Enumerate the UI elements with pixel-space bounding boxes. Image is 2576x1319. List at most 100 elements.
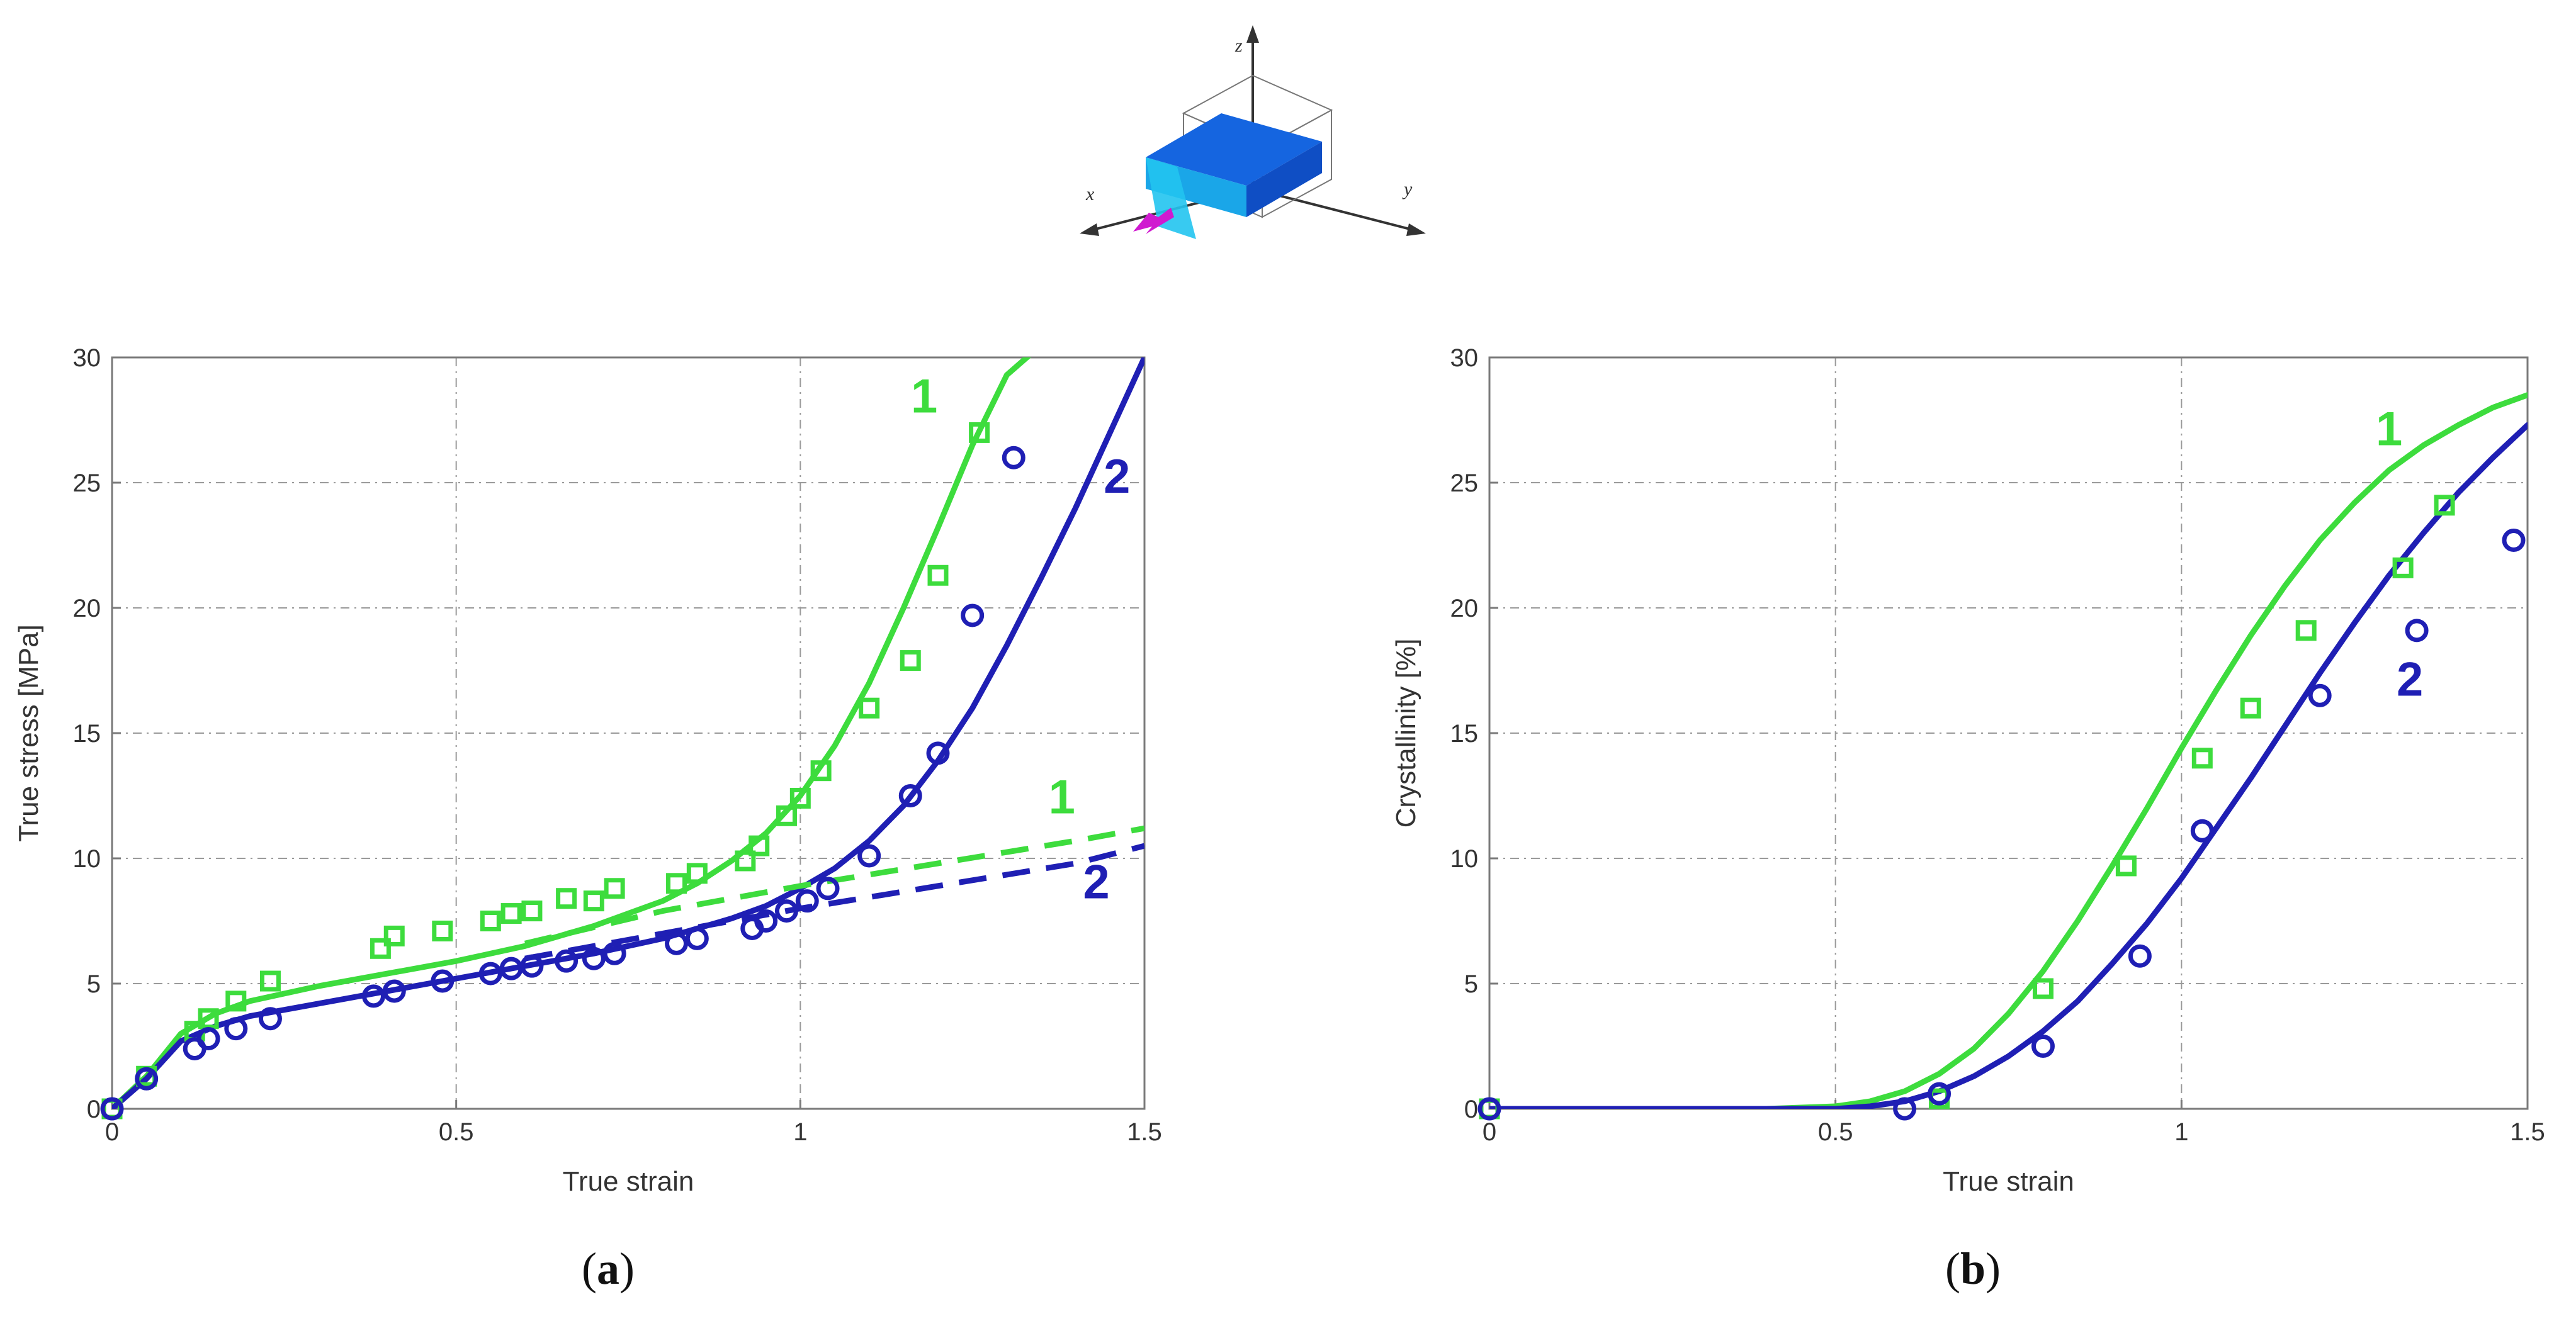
a-series-5-circle-marker-15 <box>665 931 689 955</box>
a-ytick-label-1: 5 <box>87 970 101 998</box>
a-series-5-circle-marker-0 <box>100 1097 124 1121</box>
caption-a: (a) <box>582 1243 635 1294</box>
b-ytick-label-2: 10 <box>1450 845 1479 873</box>
a-series-4-square-marker-14 <box>604 878 625 899</box>
b-series-2-square-marker-6 <box>2295 620 2317 641</box>
a-series-5-circle-marker-13 <box>582 946 606 970</box>
a-series-5-circle-marker-7 <box>382 979 406 1003</box>
b-series-2-square-marker-2 <box>2032 978 2053 999</box>
a-series-4-square-marker-18 <box>749 835 770 856</box>
b-series-3-circle-marker-1 <box>1893 1097 1917 1121</box>
a-series-5-circle-marker-18 <box>754 909 778 933</box>
b-series-3-circle-marker-6 <box>2308 683 2332 707</box>
a-series-4-square-marker-19 <box>776 805 797 826</box>
b-ytick-label-5: 25 <box>1450 469 1479 497</box>
a-series-5-circle-marker-23 <box>898 784 922 807</box>
inset-y-arrowhead <box>1406 223 1426 236</box>
magenta-loading-arrow-icon <box>1133 208 1174 234</box>
b-xtick-label-1: 0.5 <box>1818 1118 1853 1146</box>
b-series-3-circle-marker-4 <box>2128 944 2152 968</box>
a-series-4-square-marker-10 <box>500 903 522 924</box>
a-x-axis-label: True strain <box>563 1166 694 1197</box>
b-series-0-solid-line <box>1489 392 2528 1109</box>
a-ytick-label-2: 10 <box>73 845 101 873</box>
a-series-5-circle-marker-26 <box>1002 446 1025 469</box>
a-series-5-circle-marker-12 <box>555 949 579 973</box>
inset-z-label: z <box>1234 35 1243 56</box>
a-curve-label-0: 1 <box>911 370 937 424</box>
a-series-5-circle-marker-22 <box>857 844 881 868</box>
a-series-0-solid-line <box>112 357 1032 1109</box>
inset-block-side <box>1246 142 1322 217</box>
a-curve-label-3: 2 <box>1083 856 1109 909</box>
b-curve-label-1: 2 <box>2397 653 2423 706</box>
a-xtick-label-2: 1 <box>793 1118 807 1146</box>
inset-z-arrowhead <box>1246 25 1259 43</box>
a-ytick-label-5: 25 <box>73 469 101 497</box>
b-series-3-circle-marker-5 <box>2190 819 2214 843</box>
a-curve-label-1: 2 <box>1104 450 1130 503</box>
a-series-4-square-marker-16 <box>686 863 708 884</box>
a-series-5-circle-marker-25 <box>961 603 985 627</box>
b-series-2-square-marker-7 <box>2392 557 2414 578</box>
b-ytick-label-3: 15 <box>1450 720 1479 748</box>
inset-block-top <box>1146 113 1322 186</box>
a-curve-label-2: 1 <box>1049 770 1075 824</box>
b-series-3-circle-marker-2 <box>1928 1082 1952 1106</box>
a-series-4-square-marker-4 <box>225 991 247 1012</box>
loading-direction-inset: z x y <box>1080 25 1426 239</box>
b-xtick-label-0: 0 <box>1483 1118 1496 1146</box>
b-ytick-label-1: 5 <box>1464 970 1478 998</box>
a-series-5-circle-marker-21 <box>816 877 840 901</box>
a-series-4-square-marker-13 <box>583 890 604 912</box>
a-series-4-square-marker-9 <box>480 911 501 931</box>
a-series-5-circle-marker-24 <box>926 741 950 765</box>
b-x-axis-label: True strain <box>1943 1166 2074 1197</box>
b-xtick-label-2: 1 <box>2174 1118 2188 1146</box>
a-series-4-square-marker-11 <box>521 901 543 922</box>
a-series-4-square-marker-24 <box>927 564 949 586</box>
a-series-4-square-marker-21 <box>810 760 832 782</box>
a-xtick-label-1: 0.5 <box>439 1118 474 1146</box>
b-series-3-circle-marker-0 <box>1477 1097 1501 1121</box>
a-series-5-circle-marker-11 <box>520 954 544 978</box>
b-series-1-solid-line <box>1489 422 2528 1109</box>
a-xtick-label-3: 1.5 <box>1127 1118 1162 1146</box>
a-series-5-circle-marker-19 <box>774 899 798 923</box>
b-ytick-label-4: 20 <box>1450 595 1479 622</box>
a-series-4-square-marker-7 <box>383 925 405 946</box>
b-y-axis-label: Crystallinity [%] <box>1391 639 1421 828</box>
a-series-5-circle-marker-14 <box>602 941 626 965</box>
a-ytick-label-4: 20 <box>73 595 101 622</box>
a-series-4-square-marker-17 <box>735 850 756 872</box>
a-series-1-solid-line <box>112 357 1144 1109</box>
a-series-5-circle-marker-9 <box>478 962 502 985</box>
b-series-2-square-marker-8 <box>2434 495 2455 516</box>
a-series-4-square-marker-23 <box>900 650 921 671</box>
a-series-4-square-marker-8 <box>432 920 453 941</box>
a-series-5-circle-marker-1 <box>135 1067 159 1091</box>
a-series-5-circle-marker-4 <box>224 1017 248 1041</box>
a-series-4-square-marker-22 <box>859 697 880 719</box>
a-ytick-label-3: 15 <box>73 720 101 748</box>
b-ytick-label-6: 30 <box>1450 344 1479 372</box>
panel-a: 0 0.5 1 1.5 0 5 10 15 20 25 30 True strain True stre… <box>13 344 1162 1197</box>
b-series-3-circle-marker-3 <box>2031 1035 2055 1058</box>
a-series-4-square-marker-12 <box>556 888 577 909</box>
b-series-2-square-marker-3 <box>2115 855 2137 877</box>
inset-y-label: y <box>1402 179 1413 199</box>
a-ytick-label-0: 0 <box>87 1096 101 1123</box>
a-series-4-square-marker-25 <box>969 422 990 443</box>
a-series-4-square-marker-15 <box>666 873 687 894</box>
inset-x-label: x <box>1085 184 1095 205</box>
a-series-5-circle-marker-3 <box>196 1027 220 1051</box>
a-xtick-label-0: 0 <box>105 1118 119 1146</box>
b-series-3-circle-marker-8 <box>2502 529 2526 553</box>
b-series-2-square-marker-5 <box>2240 697 2261 719</box>
a-series-3-dashed-line <box>524 843 1144 962</box>
caption-b-letter: b <box>1960 1243 1986 1294</box>
a-series-5-circle-marker-6 <box>361 984 385 1008</box>
b-curve-label-0: 1 <box>2376 402 2402 456</box>
a-series-5-circle-marker-8 <box>431 969 455 993</box>
